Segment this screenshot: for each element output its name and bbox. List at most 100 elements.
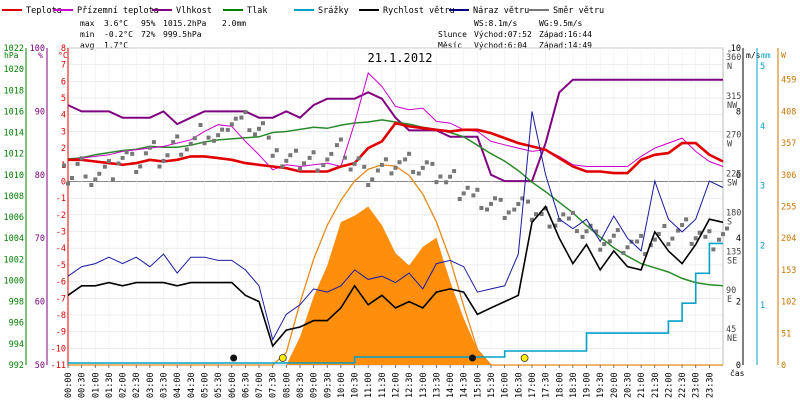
wind-direction-point (711, 247, 715, 251)
unit-ms: m/s (746, 51, 761, 60)
humidity-tick-label: 90 (35, 107, 45, 117)
x-tick-label: 21:30 (651, 372, 661, 398)
x-tick-label: 06:30 (241, 372, 251, 398)
temp-tick-label: 0 (61, 177, 66, 187)
wind-direction-point (302, 161, 306, 165)
temp-tick-label: 7 (61, 61, 66, 71)
pressure-tick-label: 1006 (4, 213, 24, 223)
wind-direction-point (466, 186, 470, 190)
x-tick-label: 03:30 (160, 372, 170, 398)
stats-min-label: min (80, 30, 95, 39)
solar-tick-label: 153 (781, 266, 796, 276)
pressure-tick-label: 1010 (4, 171, 24, 181)
pressure-tick-label: 1014 (4, 129, 24, 139)
wind-direction-point (421, 166, 425, 170)
wind-direction-point (444, 180, 448, 184)
wind-direction-point (612, 234, 616, 238)
temp-tick-label: -8 (56, 311, 66, 321)
wind-direction-point (230, 122, 234, 126)
wind-direction-point (134, 170, 138, 174)
x-tick-label: 16:30 (514, 372, 524, 398)
stats-moon-rise: Východ:6:04 (474, 41, 527, 50)
wind-direction-point (267, 136, 271, 140)
wind-direction-point (438, 175, 442, 179)
wind-direction-point (462, 191, 466, 195)
wind-direction-point (243, 110, 247, 114)
pressure-tick-label: 996 (9, 319, 24, 329)
solar-tick-label: 51 (781, 329, 791, 339)
wind-direction-point (325, 158, 329, 162)
wind-speed-tick-label: 4 (736, 234, 741, 244)
rain-tick-label: 1 (760, 301, 765, 311)
temp-tick-label: 2 (61, 144, 66, 154)
wind-direction-point (216, 133, 220, 137)
wind-dir-tick-dir: E (727, 295, 732, 305)
wind-direction-point (571, 211, 575, 215)
solar-tick-label: 0 (781, 361, 786, 371)
wind-direction-point (394, 166, 398, 170)
x-tick-label: 02:30 (132, 372, 142, 398)
temp-tick-label: -4 (56, 244, 66, 254)
stats-min-hum: 72% (141, 30, 156, 39)
wind-direction-point (581, 235, 585, 239)
wind-direction-point (125, 150, 129, 154)
wind-direction-point (366, 183, 370, 187)
x-tick-label: 18:00 (555, 372, 565, 398)
x-tick-label: 07:00 (255, 372, 265, 398)
wind-direction-point (226, 128, 230, 132)
x-tick-label: 19:00 (583, 372, 593, 398)
wind-direction-point (298, 167, 302, 171)
wind-direction-point (690, 242, 694, 246)
wind-direction-point (526, 200, 530, 204)
chart-svg: Teplota Přízemní teplota Vlhkost Tlak Srážky… (0, 0, 800, 400)
pressure-tick-label: 1020 (4, 65, 24, 75)
temp-tick-label: -11 (51, 361, 66, 371)
x-tick-label: 07:30 (269, 372, 279, 398)
wind-direction-point (257, 127, 261, 131)
wind-direction-point (561, 212, 565, 216)
wind-direction-point (103, 165, 107, 169)
stats-wg: WG:9.5m/s (539, 19, 583, 28)
pressure-tick-label: 1018 (4, 86, 24, 96)
wind-direction-point (602, 242, 606, 246)
x-tick-label: 01:00 (91, 372, 101, 398)
x-tick-label: 08:00 (282, 372, 292, 398)
wind-direction-point (471, 193, 475, 197)
sunrise-marker (279, 355, 286, 362)
rain-tick-label: 3 (760, 182, 765, 192)
legend-label: Směr větru (553, 6, 604, 16)
wind-direction-point (288, 153, 292, 157)
wind-direction-point (370, 177, 374, 181)
solar-tick-label: 408 (781, 107, 796, 117)
x-tick-label: 17:00 (528, 372, 538, 398)
stats-max-temp: 3.6°C (104, 19, 128, 28)
wind-direction-point (493, 196, 497, 200)
wind-direction-point (390, 171, 394, 175)
pressure-tick-label: 1004 (4, 234, 24, 244)
wind-direction-point (717, 238, 721, 242)
stats-moon-set: Západ:14:49 (539, 41, 592, 50)
wind-dir-tick-dir: SE (727, 256, 737, 266)
wind-direction-point (166, 153, 170, 157)
stats-avg-temp: 1.7°C (104, 41, 128, 50)
x-tick-label: 23:30 (705, 372, 715, 398)
sunset-marker (521, 355, 528, 362)
wind-direction-point (585, 229, 589, 233)
temp-tick-label: -2 (56, 211, 66, 221)
wind-direction-point (97, 172, 101, 176)
wind-direction-point (430, 162, 434, 166)
legend-label: Tlak (247, 6, 267, 16)
wind-direction-point (485, 208, 489, 212)
wind-direction-point (261, 121, 265, 125)
x-tick-label: 13:30 (432, 372, 442, 398)
x-tick-label: 22:00 (664, 372, 674, 398)
wind-direction-point (684, 217, 688, 221)
wind-direction-point (475, 188, 479, 192)
wind-speed-tick-label: 6 (736, 171, 741, 181)
wind-direction-point (407, 152, 411, 156)
temp-tick-label: 8 (61, 44, 66, 54)
x-tick-label: 02:00 (119, 372, 129, 398)
wind-direction-point (575, 229, 579, 233)
x-tick-label: 05:30 (214, 372, 224, 398)
wind-direction-point (275, 148, 279, 152)
